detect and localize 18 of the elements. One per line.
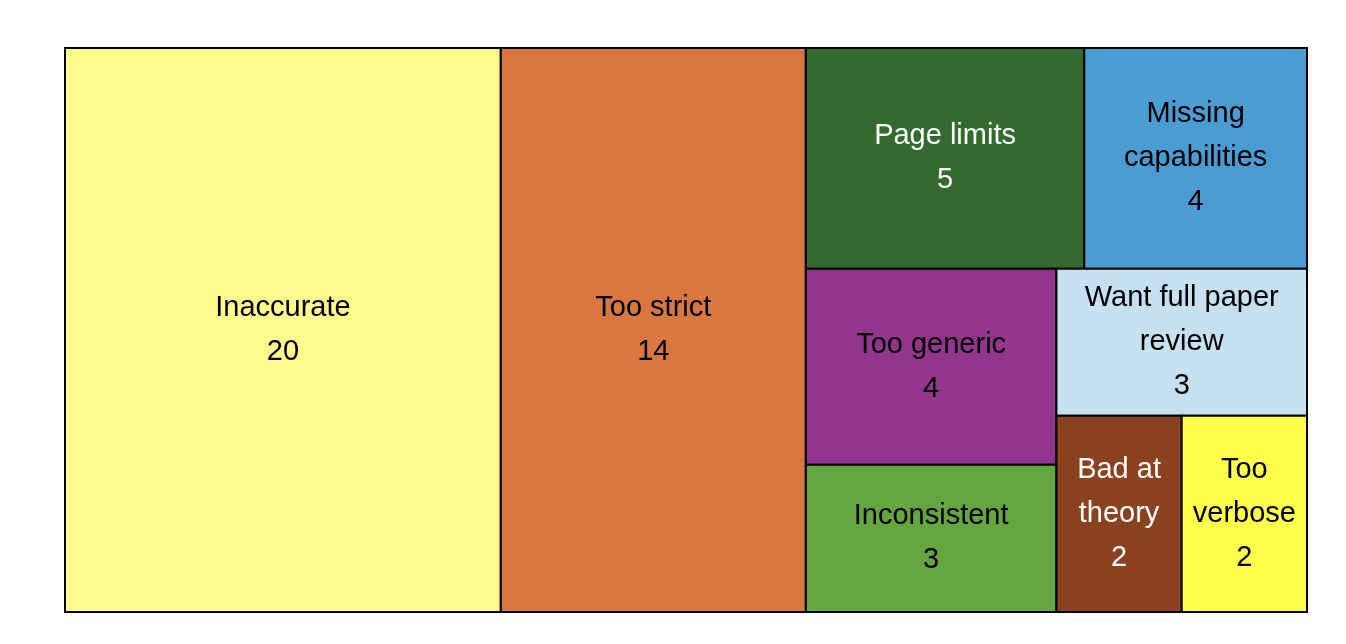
category-label: Too generic bbox=[856, 326, 1007, 359]
data-label: 20 bbox=[266, 334, 300, 366]
category-label: Want full paper review bbox=[1084, 280, 1280, 357]
data-label: 4 bbox=[1187, 184, 1204, 217]
data-label: 2 bbox=[1111, 539, 1128, 572]
data-label: 3 bbox=[1173, 368, 1190, 401]
category-label: Missing capabilities bbox=[1123, 96, 1268, 173]
category-label: Inaccurate bbox=[215, 290, 351, 322]
data-label: 3 bbox=[923, 542, 940, 575]
category-label: Bad at theory bbox=[1077, 451, 1161, 528]
data-label: 5 bbox=[936, 162, 954, 195]
category-label: Too strict bbox=[595, 290, 712, 322]
data-label: 14 bbox=[637, 334, 670, 366]
category-label: Too verbose bbox=[1192, 451, 1296, 528]
data-label: 2 bbox=[1236, 539, 1253, 572]
category-label: Inconsistent bbox=[853, 498, 1009, 531]
data-label: 4 bbox=[923, 370, 940, 403]
category-label: Page limits bbox=[874, 118, 1016, 151]
